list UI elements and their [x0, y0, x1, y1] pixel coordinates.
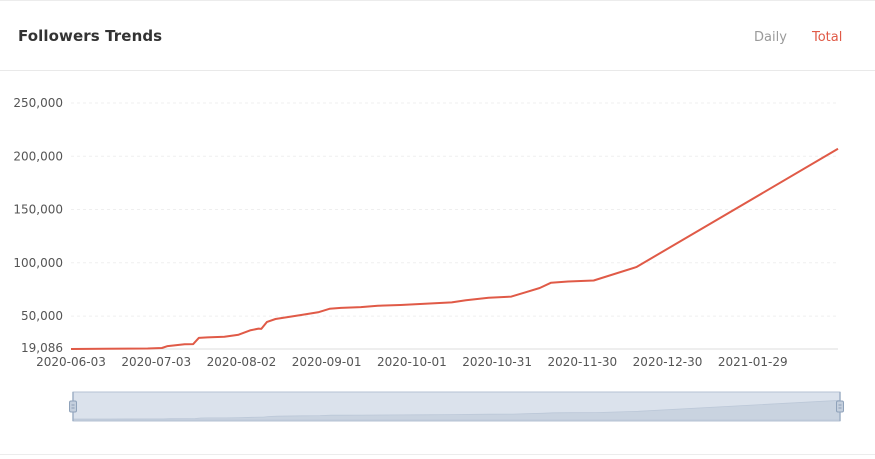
tab-total[interactable]: Total	[812, 30, 843, 45]
chart-title: Followers Trends	[18, 27, 163, 45]
tab-daily[interactable]: Daily	[754, 30, 787, 45]
y-tick-label: 50,000	[21, 309, 63, 323]
zoom-preview-area	[72, 399, 841, 421]
zoom-handle-left[interactable]	[69, 392, 77, 421]
card-top-border	[0, 0, 875, 1]
x-tick-label: 2020-12-30	[633, 355, 703, 369]
y-min-label: 19,086	[21, 341, 63, 355]
chart-svg: 250,000 200,000 150,000 100,000 50,000 19,086…	[13, 96, 844, 422]
x-tick-label: 2020-11-30	[547, 355, 617, 369]
zoom-handle-grip[interactable]	[69, 400, 77, 413]
x-tick-label: 2020-10-01	[377, 355, 447, 369]
x-tick-label: 2020-10-31	[462, 355, 532, 369]
x-axis: 2020-06-03 2020-07-03 2020-08-02 2020-09-01…	[36, 348, 838, 369]
zoom-handle-grip[interactable]	[836, 400, 844, 413]
y-axis: 250,000 200,000 150,000 100,000 50,000 19,086	[13, 96, 63, 355]
series-line	[70, 147, 839, 350]
y-tick-label: 200,000	[13, 149, 63, 163]
x-tick-label: 2020-09-01	[292, 355, 362, 369]
data-zoom-slider[interactable]	[69, 391, 844, 422]
x-tick-label: 2020-07-03	[121, 355, 191, 369]
x-tick-label: 2020-08-02	[207, 355, 277, 369]
y-tick-label: 250,000	[13, 96, 63, 110]
zoom-handle-right[interactable]	[836, 392, 844, 421]
followers-line-chart: 250,000 200,000 150,000 100,000 50,000 19,086…	[0, 72, 875, 455]
y-tick-label: 100,000	[13, 256, 63, 270]
grid-layer	[71, 102, 838, 317]
card-header: Followers Trends Daily Total	[0, 0, 875, 71]
x-tick-label: 2020-06-03	[36, 355, 106, 369]
x-tick-label: 2021-01-29	[718, 355, 788, 369]
y-tick-label: 150,000	[13, 203, 63, 217]
